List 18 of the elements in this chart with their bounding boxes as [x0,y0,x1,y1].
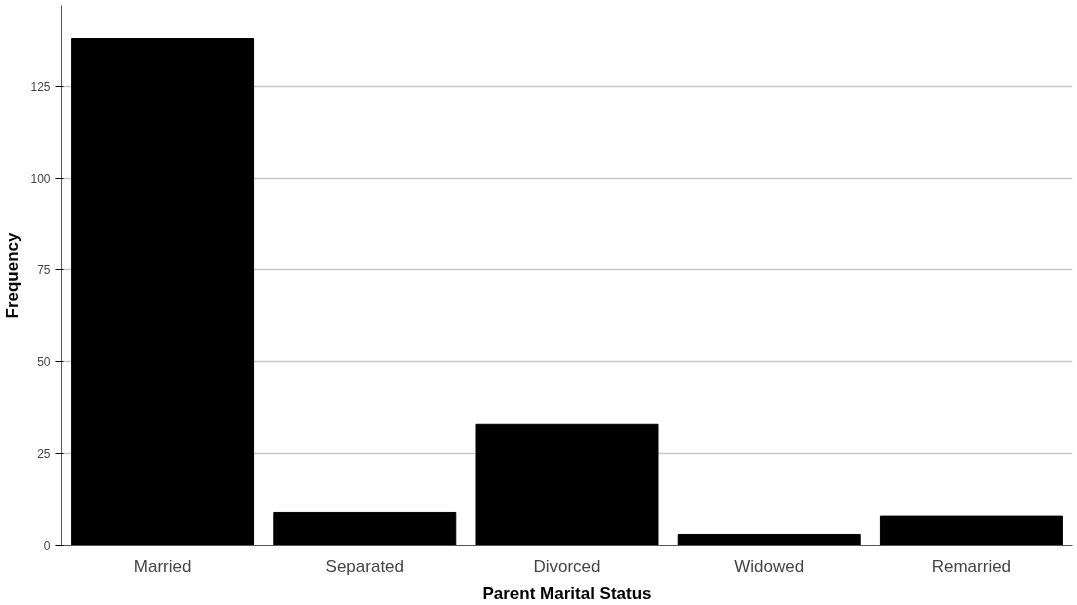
bar [273,511,457,546]
bar [71,38,255,546]
x-axis-title: Parent Marital Status [482,583,652,603]
y-tick-label: 75 [37,263,51,278]
x-tick-label: Separated [325,556,405,576]
x-tick-label: Remarried [931,556,1012,576]
x-tick-label: Divorced [533,556,601,576]
y-tick-label: 125 [30,79,51,94]
bar [879,515,1063,546]
x-tick-label: Widowed [734,556,805,576]
y-tick-label: 100 [30,171,51,186]
y-tick-label: 25 [37,447,51,462]
bar [677,533,861,546]
y-tick-label: 50 [37,355,51,370]
y-tick-label: 0 [43,539,51,553]
bar [475,423,659,546]
x-tick-label: Married [133,556,192,576]
y-axis-title: Frequency [3,231,23,319]
